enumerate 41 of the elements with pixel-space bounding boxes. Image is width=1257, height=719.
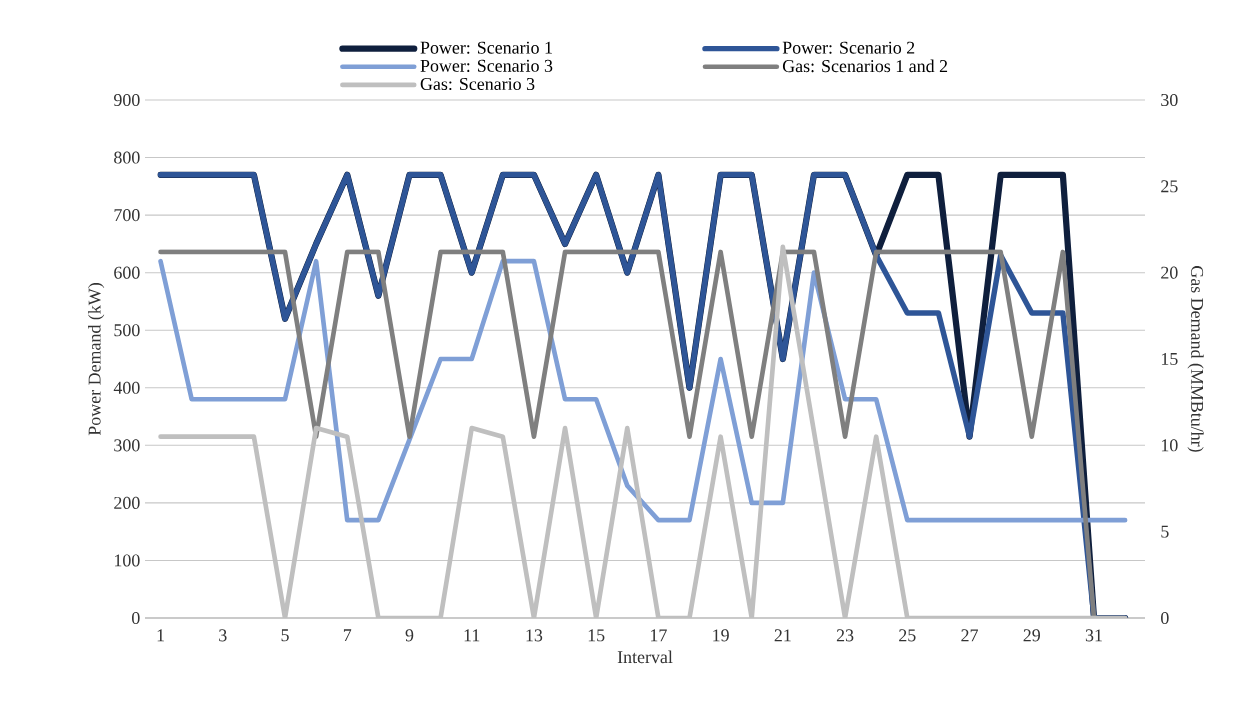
x-tick-label: 27 <box>961 629 978 642</box>
x-tick-label: 17 <box>651 629 667 642</box>
y2-tick-label: 30 <box>1161 93 1178 107</box>
x-tick-label: 19 <box>713 629 729 642</box>
x-tick-label: 21 <box>774 629 791 642</box>
x-tick-label: 31 <box>1085 629 1102 642</box>
y2-tick-label: 0 <box>1161 611 1169 625</box>
legend-label: Power: Scenario 2 <box>782 41 915 54</box>
y-tick-label: 700 <box>114 209 140 222</box>
x-tick-label: 3 <box>219 629 227 642</box>
y-tick-label: 300 <box>114 439 140 452</box>
y2-tick-label: 5 <box>1161 525 1169 538</box>
x-tick-label: 1 <box>157 629 164 642</box>
y-tick-label: 600 <box>114 266 140 279</box>
x-tick-label: 11 <box>464 629 480 642</box>
legend-label: Gas: Scenarios 1 and 2 <box>782 59 948 73</box>
x-tick-label: 5 <box>281 629 289 642</box>
x-tick-label: 29 <box>1023 629 1040 642</box>
legend-label: Power: Scenario 3 <box>420 59 553 72</box>
y-tick-label: 900 <box>113 93 140 107</box>
x-tick-label: 23 <box>836 629 854 642</box>
y-tick-label: 500 <box>114 324 140 337</box>
y-tick-label: 400 <box>113 381 140 394</box>
y2-tick-label: 10 <box>1161 439 1178 452</box>
x-tick-label: 25 <box>899 629 916 642</box>
y2-tick-label: 20 <box>1161 266 1178 279</box>
y-axis-title: Power Demand (kW) <box>88 283 105 436</box>
y2-tick-label: 15 <box>1161 353 1178 365</box>
y-tick-label: 100 <box>114 554 140 567</box>
y-tick-label: 200 <box>114 496 140 509</box>
y2-tick-label: 25 <box>1161 180 1178 193</box>
x-axis-title: Interval <box>617 650 673 664</box>
y-tick-label: 800 <box>114 151 140 164</box>
x-tick-label: 7 <box>343 629 352 642</box>
x-tick-label: 15 <box>588 629 605 642</box>
x-tick-label: 9 <box>405 629 414 642</box>
y-tick-label: 0 <box>132 611 140 625</box>
x-tick-label: 13 <box>526 629 543 642</box>
legend-label: Power: Scenario 1 <box>420 41 552 54</box>
legend-label: Gas: Scenario 3 <box>420 77 535 91</box>
y2-axis-title: Gas Demand (MMBtu/hr) <box>1187 266 1204 452</box>
